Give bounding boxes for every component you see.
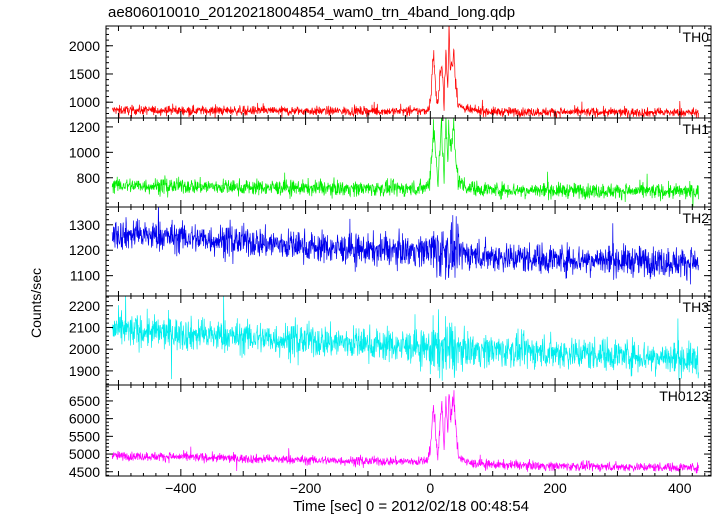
series-line-th1 — [111, 118, 699, 207]
y-tick-label: 1500 — [69, 66, 100, 82]
y-tick-label: 4500 — [69, 464, 100, 480]
y-tick-label: 5000 — [69, 446, 100, 462]
panel-label-th0123: TH0123 — [659, 388, 709, 404]
panel-label-th2: TH2 — [683, 210, 710, 226]
panel-frame — [105, 25, 712, 119]
panel-th3: 1900 2000 2100 2200 TH3 — [69, 295, 712, 386]
x-tick-label: 200 — [543, 480, 567, 496]
panel-th1: 800 1000 1200 TH1 — [69, 117, 712, 208]
series-line-th0 — [111, 26, 699, 118]
x-tick-label: 400 — [668, 480, 692, 496]
y-tick-label: 2000 — [69, 38, 100, 54]
panel-frame — [105, 206, 712, 297]
series-line-th2 — [111, 207, 699, 285]
x-tick-label: 0 — [426, 480, 434, 496]
panel-th2: 1100 1200 1300 TH2 — [69, 206, 712, 297]
y-tick-label: 5500 — [69, 428, 100, 444]
panel-label-th1: TH1 — [683, 121, 710, 137]
panel-label-th3: TH3 — [683, 299, 710, 315]
y-tick-label: 6000 — [69, 411, 100, 427]
y-tick-label: 1900 — [69, 363, 100, 379]
panel-label-th0: TH0 — [683, 29, 710, 45]
y-tick-label: 1300 — [69, 217, 100, 233]
x-tick-label: −400 — [165, 480, 197, 496]
y-axis-label: Counts/sec — [28, 267, 44, 339]
x-tick-label: −200 — [290, 480, 322, 496]
y-tick-label: 2200 — [69, 298, 100, 314]
series-line-th3 — [111, 296, 699, 381]
y-tick-label: 2000 — [69, 341, 100, 357]
panel-frame — [105, 384, 712, 477]
y-tick-label: 6500 — [69, 393, 100, 409]
y-tick-label: 1200 — [69, 119, 100, 135]
series-line-th0123 — [111, 390, 699, 474]
y-tick-label: 2100 — [69, 319, 100, 335]
chart-title: ae806010010_20120218004854_wam0_trn_4ban… — [108, 4, 516, 21]
x-axis-label: Time [sec] 0 = 2012/02/18 00:48:54 — [293, 498, 529, 515]
panel-frame — [105, 117, 712, 208]
y-tick-label: 1000 — [69, 94, 100, 110]
y-tick-label: 800 — [77, 170, 101, 186]
y-tick-label: 1200 — [69, 242, 100, 258]
panel-th0: 1000 1500 2000 TH0 — [69, 25, 712, 119]
y-tick-label: 1100 — [70, 268, 100, 284]
y-tick-label: 1000 — [69, 144, 100, 160]
